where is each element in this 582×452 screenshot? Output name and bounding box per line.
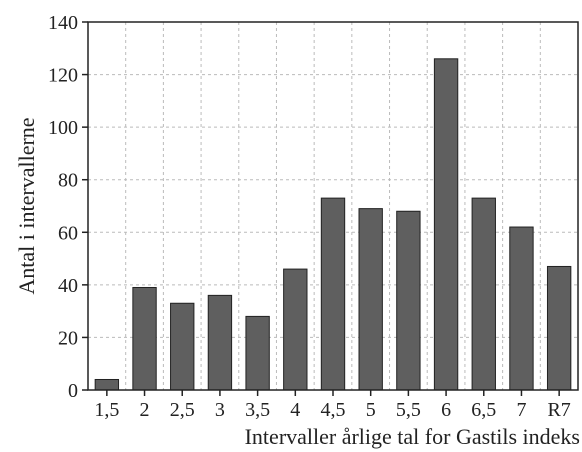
grid-lines	[88, 22, 578, 390]
x-tick-label: 5	[366, 399, 376, 421]
y-tick-label: 140	[48, 12, 78, 34]
bar-2,5	[170, 302, 195, 391]
bars	[94, 58, 572, 391]
y-axis-ticks: 0 20 40 60 80 100 120 140	[48, 12, 88, 402]
y-tick-label: 20	[58, 327, 78, 349]
bar-R7	[546, 265, 572, 391]
bar-3	[207, 294, 233, 391]
x-tick-label: 2,5	[170, 399, 195, 421]
x-tick-label: 6,5	[471, 399, 496, 421]
bar-4	[283, 268, 308, 391]
x-tick-label: 6	[441, 399, 451, 421]
x-tick-label: 3,5	[245, 399, 270, 421]
y-tick-label: 80	[58, 170, 78, 192]
x-tick-label: 2	[140, 399, 150, 421]
x-tick-label: 5,5	[396, 399, 421, 421]
x-tick-label: 7	[516, 399, 526, 421]
y-tick-label: 0	[68, 380, 78, 402]
bar-2	[132, 286, 157, 391]
x-tick-label: 4,5	[321, 399, 346, 421]
x-tick-label: R7	[547, 399, 570, 421]
bar-7	[509, 226, 534, 391]
x-axis-ticks: 1,5 2 2,5 3 3,5 4 4,5 5 5,5 6 6,5 7 R7	[94, 390, 571, 421]
bar-6,5	[471, 197, 496, 391]
x-tick-label: 4	[290, 399, 300, 421]
bar-6	[433, 58, 459, 391]
x-axis-label: Intervaller årlige tal for Gastils indek…	[245, 424, 580, 449]
y-tick-label: 40	[58, 275, 78, 297]
y-axis-label: Antal i intervallerne	[14, 117, 39, 294]
x-tick-label: 1,5	[94, 399, 119, 421]
x-tick-label: 3	[215, 399, 225, 421]
y-tick-label: 100	[48, 117, 78, 139]
bar-4,5	[320, 197, 346, 391]
y-tick-label: 60	[58, 222, 78, 244]
bar-3,5	[245, 315, 270, 391]
bar-5	[358, 208, 383, 391]
y-tick-label: 120	[48, 65, 78, 87]
bar-5,5	[396, 210, 421, 391]
bar-1,5	[94, 378, 120, 391]
